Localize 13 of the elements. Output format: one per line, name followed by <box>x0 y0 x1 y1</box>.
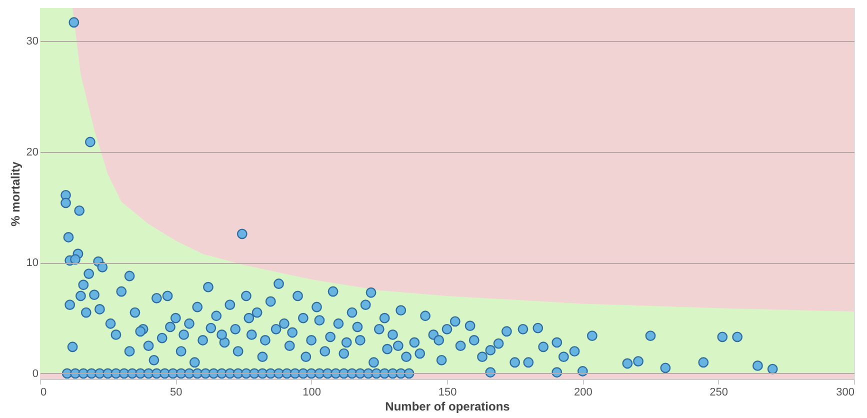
x-tick-label: 300 <box>836 386 854 398</box>
x-tick-label: 150 <box>438 386 457 398</box>
x-axis-title: Number of operations <box>385 400 510 414</box>
y-tick-label: 0 <box>32 368 38 380</box>
x-tick-label: 200 <box>574 386 592 398</box>
y-tick-label: 20 <box>26 146 38 158</box>
x-tick-label: 50 <box>170 386 182 398</box>
y-tick-label: 30 <box>26 36 38 48</box>
x-tick-label: 100 <box>302 386 322 398</box>
y-axis-title: % mortality <box>8 161 22 226</box>
x-tick-label: 0 <box>40 386 47 398</box>
x-tick-label: 250 <box>710 386 728 398</box>
y-tick-label: 10 <box>26 257 38 270</box>
